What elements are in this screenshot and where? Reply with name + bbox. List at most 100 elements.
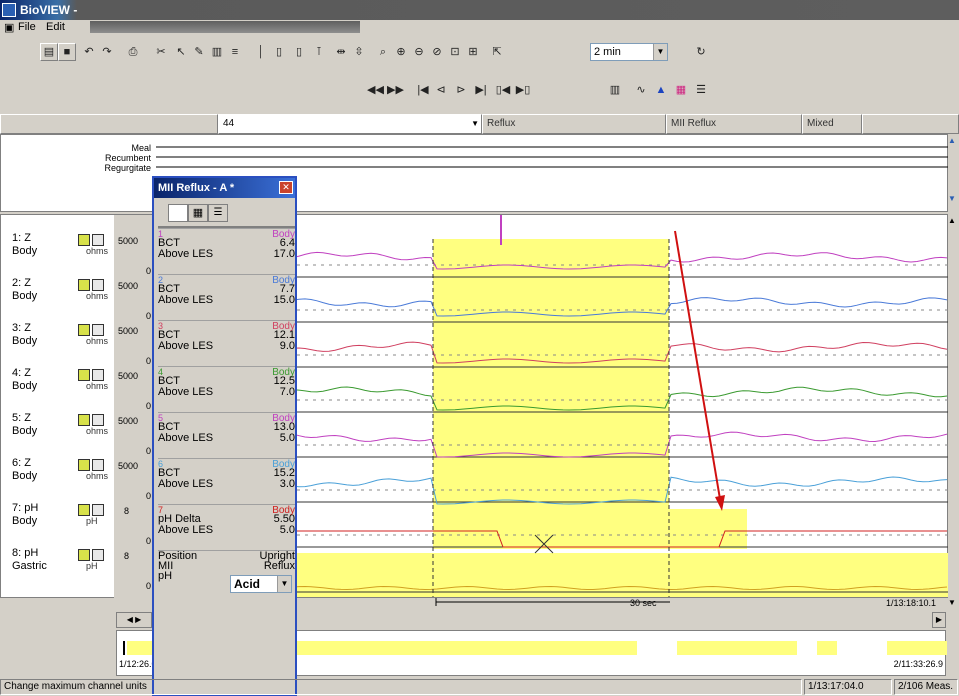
header-mii-reflux: MII Reflux	[666, 114, 802, 134]
expand-horizontal-icon[interactable]: ⇹	[336, 46, 346, 58]
prev-event-icon[interactable]: ⊲	[436, 84, 446, 96]
refresh-icon[interactable]: ↻	[696, 46, 706, 58]
marker-icon[interactable]: ▥	[211, 46, 223, 58]
pencil-icon[interactable]: ✎	[194, 46, 204, 58]
menu-edit[interactable]: Edit	[46, 21, 65, 33]
cut-icon[interactable]: ✂	[156, 46, 166, 58]
divider-icon[interactable]: │	[257, 46, 265, 58]
scroll-up-icon[interactable]: ▲	[948, 136, 956, 145]
mark-start-icon[interactable]: ▯◀	[495, 84, 511, 96]
last-event-icon[interactable]: ▶|	[475, 84, 487, 96]
dialog-row: 4 BCT Above LES Body 12.5 7.0	[158, 366, 295, 408]
duration-select[interactable]: 2 min ▼	[590, 43, 668, 61]
channel-settings-icon[interactable]: ohms	[78, 414, 108, 438]
channel-settings-icon[interactable]: ohms	[78, 234, 108, 258]
channel-l-icon	[92, 504, 104, 516]
redo-icon[interactable]: ↷	[102, 46, 112, 58]
channel-label: 7: pH	[12, 502, 39, 514]
row-site: Body	[272, 413, 295, 424]
position-label: Position	[158, 550, 198, 562]
waveform-icon[interactable]: ∿	[636, 84, 646, 96]
channel-settings-icon[interactable]: ohms	[78, 324, 108, 348]
position-value: Upright	[259, 550, 295, 562]
channel-settings-icon[interactable]: pH	[78, 504, 108, 528]
zoom-fit-icon[interactable]: ⊡	[450, 46, 460, 58]
channel-unit: ohms	[86, 291, 109, 301]
list-icon[interactable]: ≡	[231, 46, 239, 58]
range-icon[interactable]: ⇱	[492, 46, 502, 58]
row-label: BCT	[158, 329, 180, 341]
undo-icon[interactable]: ↶	[84, 46, 94, 58]
toolbar-main: ▤ ■ ↶ ↷ ⎙ ✂ ↖ ✎ ▥ ≡ │ ▯ ▯ ⊺ ⇹ ⇳ ⌕ ⊕ ⊖ ⊘ …	[0, 35, 959, 77]
channel-scrollbar[interactable]: ▲	[948, 214, 959, 598]
first-event-icon[interactable]: |◀	[417, 84, 429, 96]
scroll-up-icon[interactable]: ▲	[948, 216, 956, 225]
list-view-icon[interactable]: ☰	[208, 204, 228, 222]
scroll-down-icon[interactable]: ▼	[948, 194, 956, 203]
single-view-icon[interactable]	[168, 204, 188, 222]
channel-label: 4: Z	[12, 367, 31, 379]
overview-marker[interactable]	[123, 641, 125, 655]
print-icon[interactable]: ⎙	[128, 46, 138, 58]
header-reflux: Reflux	[482, 114, 666, 134]
header-extra	[862, 114, 959, 134]
pointer-icon[interactable]: ↖	[176, 46, 186, 58]
scale-max[interactable]: 5000	[118, 461, 139, 471]
channel-unit: ohms	[86, 381, 109, 391]
overview-start: 1/12:26.0	[119, 659, 157, 669]
scroll-down-icon[interactable]: ▼	[948, 598, 956, 607]
scale-max[interactable]: 5000	[118, 326, 139, 336]
color-icon[interactable]: ▦	[675, 84, 687, 96]
zoom-icon[interactable]: ⌕	[379, 46, 387, 58]
scale-max[interactable]: 5000	[118, 281, 139, 291]
channel-l-icon	[92, 369, 104, 381]
channel-site: Body	[12, 380, 38, 392]
triangle-icon[interactable]: ▲	[655, 84, 667, 96]
panel-icon[interactable]: ▥	[609, 84, 621, 96]
zoom-in-icon[interactable]: ⊕	[396, 46, 406, 58]
scroll-left-button[interactable]: ◀ ▶	[116, 612, 152, 628]
channel-icon[interactable]: ▯	[295, 46, 303, 58]
ph-select[interactable]: Acid ▼	[230, 575, 292, 593]
row-value: 6.4	[279, 237, 295, 249]
fast-forward-icon[interactable]: ▶▶	[387, 84, 404, 96]
zoom-out-icon[interactable]: ⊖	[414, 46, 424, 58]
channel-site: Body	[12, 290, 38, 302]
scroll-right-icon[interactable]: ▶	[932, 612, 946, 628]
row-site: Body	[272, 321, 295, 332]
expand-vertical-icon[interactable]: ⇳	[354, 46, 364, 58]
scale-max[interactable]: 5000	[118, 371, 139, 381]
close-icon[interactable]: ✕	[279, 181, 293, 194]
menu-file[interactable]: File	[18, 21, 36, 33]
table-view-icon[interactable]: ▦	[188, 204, 208, 222]
rewind-icon[interactable]: ◀◀	[367, 84, 384, 96]
scale-max[interactable]: 5000	[118, 236, 139, 246]
channel-settings-icon[interactable]: pH	[78, 549, 108, 573]
grid-icon[interactable]: ▯	[275, 46, 283, 58]
channel-settings-icon[interactable]: ohms	[78, 369, 108, 393]
header-number[interactable]: 44 ▼	[218, 114, 482, 134]
next-event-icon[interactable]: ⊳	[456, 84, 466, 96]
scale-max[interactable]: 8	[123, 506, 129, 516]
event-panel: Meal Recumbent Regurgitate	[0, 134, 949, 212]
channel-settings-icon[interactable]: ohms	[78, 279, 108, 303]
app-menu-icon[interactable]: ▣	[4, 22, 15, 34]
open-icon[interactable]: ▤	[40, 43, 58, 61]
zoom-all-icon[interactable]: ⊞	[468, 46, 478, 58]
event-scrollbar[interactable]: ▲ ▼	[948, 134, 959, 212]
channel-site: Body	[12, 425, 38, 437]
legend-icon[interactable]: ☰	[696, 84, 706, 96]
row-value: 12.5	[273, 375, 295, 387]
row-site: Body	[272, 505, 295, 516]
row-site: Body	[272, 229, 295, 240]
mark-end-icon[interactable]: ▶▯	[515, 84, 531, 96]
scale-icon[interactable]: ⊺	[316, 46, 322, 58]
channel-settings-icon[interactable]: ohms	[78, 459, 108, 483]
header-blank	[0, 114, 218, 134]
scale-max[interactable]: 8	[123, 551, 129, 561]
ph-label: pH	[158, 570, 173, 582]
scale-max[interactable]: 5000	[118, 416, 139, 426]
zoom-prev-icon[interactable]: ⊘	[432, 46, 442, 58]
save-icon[interactable]: ■	[58, 43, 76, 61]
overview-gap	[117, 641, 127, 655]
